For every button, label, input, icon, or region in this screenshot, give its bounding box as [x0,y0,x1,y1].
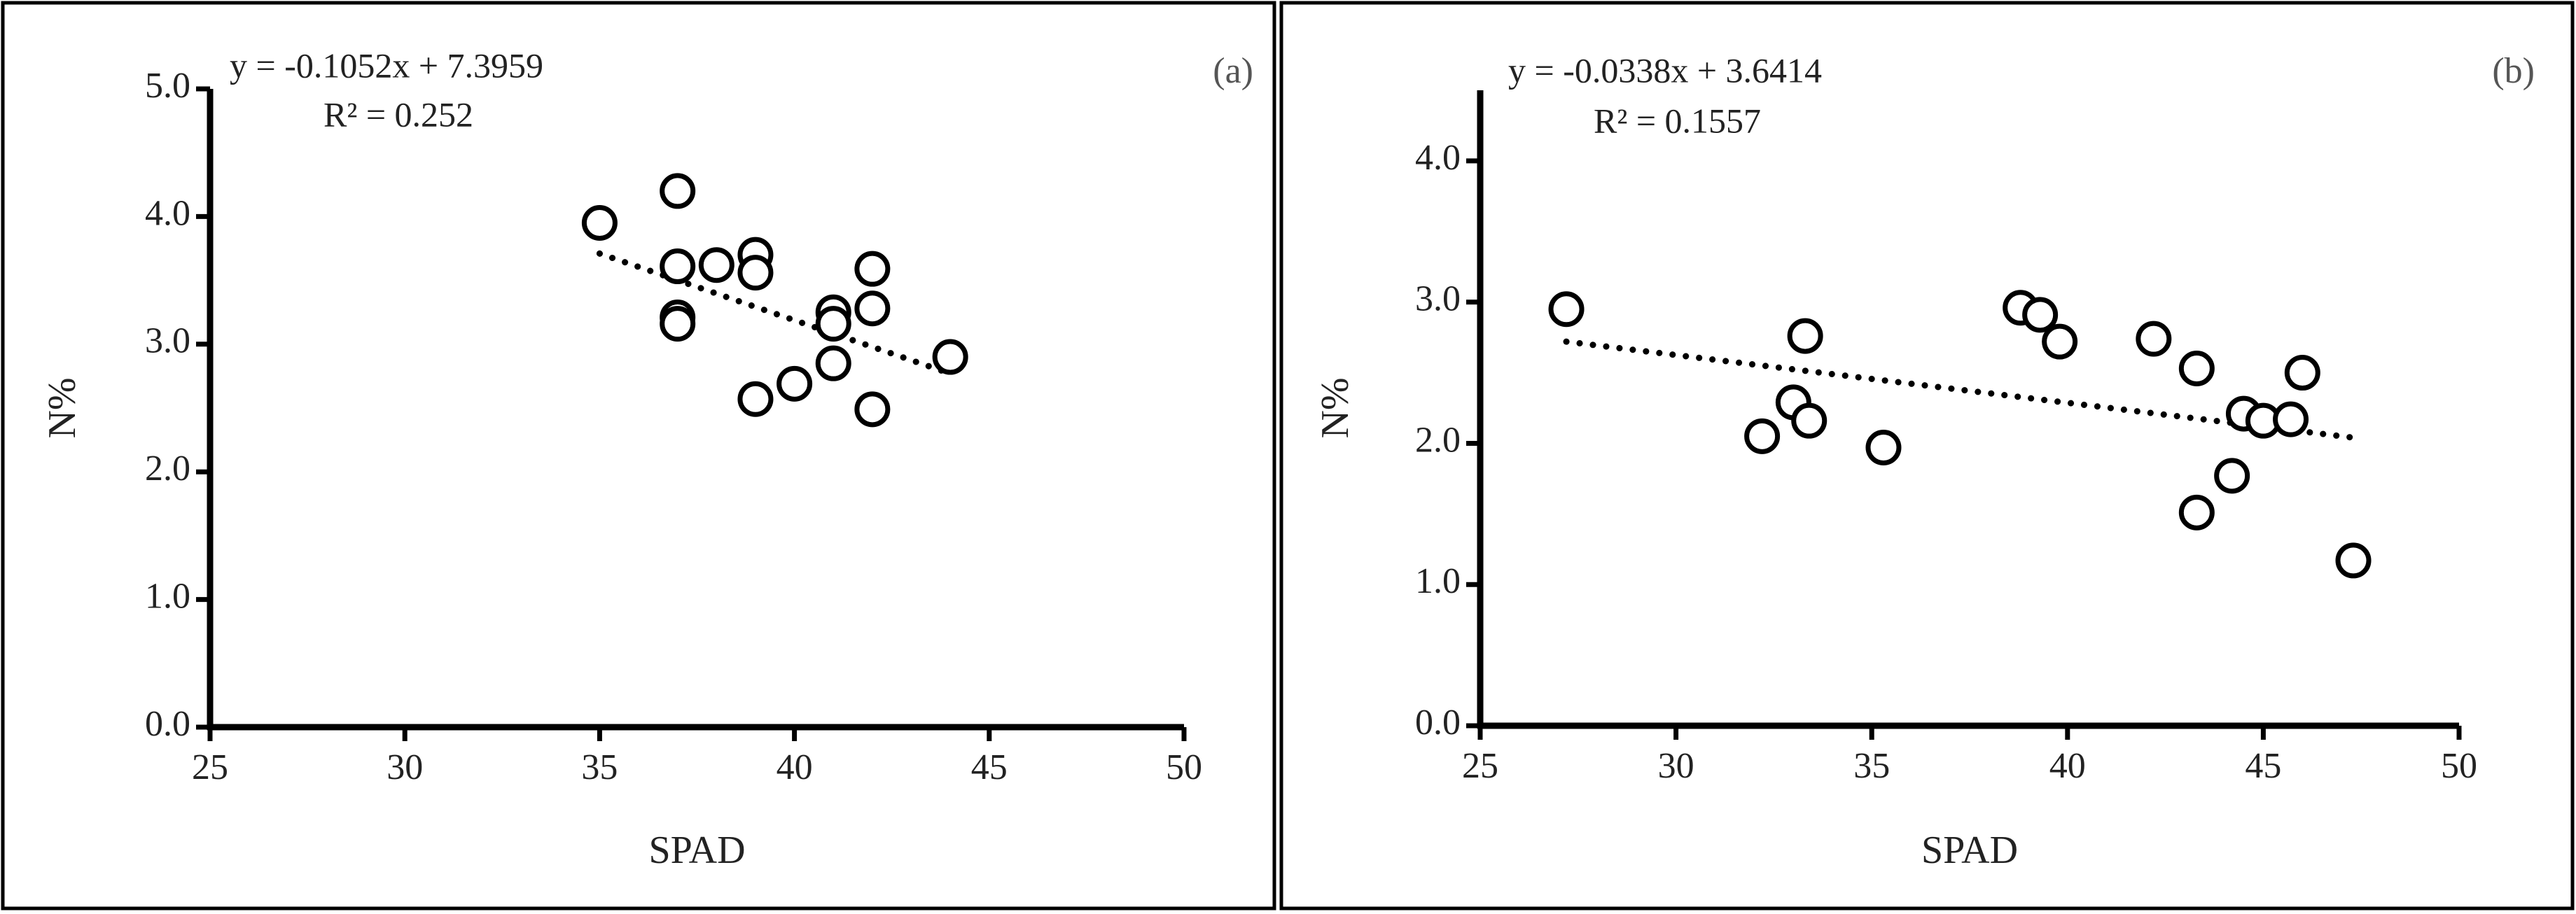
data-point [660,306,696,342]
trendline [1563,338,2357,441]
x-tick-label: 30 [1658,746,1694,786]
data-point [2042,323,2078,360]
y-tick-label: 2.0 [1415,420,1461,460]
panel-border [1,1,1276,911]
data-point [777,365,813,402]
data-point [2022,297,2059,333]
y-axis-label: N% [1314,377,1357,438]
y-tick-label: 0.0 [145,704,190,744]
x-tick-label: 50 [2441,746,2477,786]
y-tick-label: 5.0 [145,66,190,106]
data-point [581,205,618,241]
data-point [854,290,891,327]
equation: y = -0.1052x + 7.3959 [230,45,543,85]
r-squared: R² = 0.1557 [1594,101,1761,140]
data-point [2136,321,2172,357]
data-point [1548,291,1585,328]
y-axis-label: N% [41,377,84,438]
data-point [2335,542,2372,579]
panel-border [1279,1,2575,911]
data-point [660,248,696,285]
data-point [1865,429,1902,465]
x-tick-label: 40 [777,747,813,787]
data-point [854,391,891,428]
data-point [815,345,851,381]
data-point [1791,402,1827,439]
data-point [2214,458,2250,494]
y-tick-label: 1.0 [1415,561,1461,601]
data-point [737,381,774,417]
equation: y = -0.0338x + 3.6414 [1508,50,1822,90]
data-point [737,255,774,291]
data-point [932,339,968,375]
panel-label: (a) [1213,51,1253,91]
y-tick-label: 0.0 [1415,703,1461,743]
data-point [854,251,891,287]
x-tick-label: 35 [581,747,618,787]
y-tick-label: 4.0 [145,193,190,233]
x-axis-label: SPAD [648,829,745,872]
data-point [2178,494,2215,530]
y-tick-label: 4.0 [1415,138,1461,178]
x-tick-label: 25 [192,747,228,787]
data-point [2273,401,2309,437]
x-tick-label: 45 [971,747,1008,787]
data-point [815,306,851,342]
x-tick-label: 25 [1462,746,1498,786]
data-point [2284,355,2320,391]
data-point [698,247,734,283]
panel-label: (b) [2492,51,2535,91]
x-axis-label: SPAD [1921,829,2018,872]
y-tick-label: 1.0 [145,577,190,617]
x-tick-label: 40 [2049,746,2086,786]
data-point [660,173,696,209]
y-tick-label: 3.0 [1415,279,1461,319]
x-tick-label: 50 [1166,747,1202,787]
y-tick-label: 2.0 [145,449,190,488]
r-squared: R² = 0.252 [323,94,473,134]
x-tick-label: 45 [2245,746,2281,786]
data-point [1787,318,1823,354]
x-tick-label: 30 [387,747,423,787]
data-point [1744,418,1781,454]
y-tick-label: 3.0 [145,321,190,361]
data-point [2178,351,2215,387]
x-tick-label: 35 [1853,746,1890,786]
trendline [596,250,954,377]
